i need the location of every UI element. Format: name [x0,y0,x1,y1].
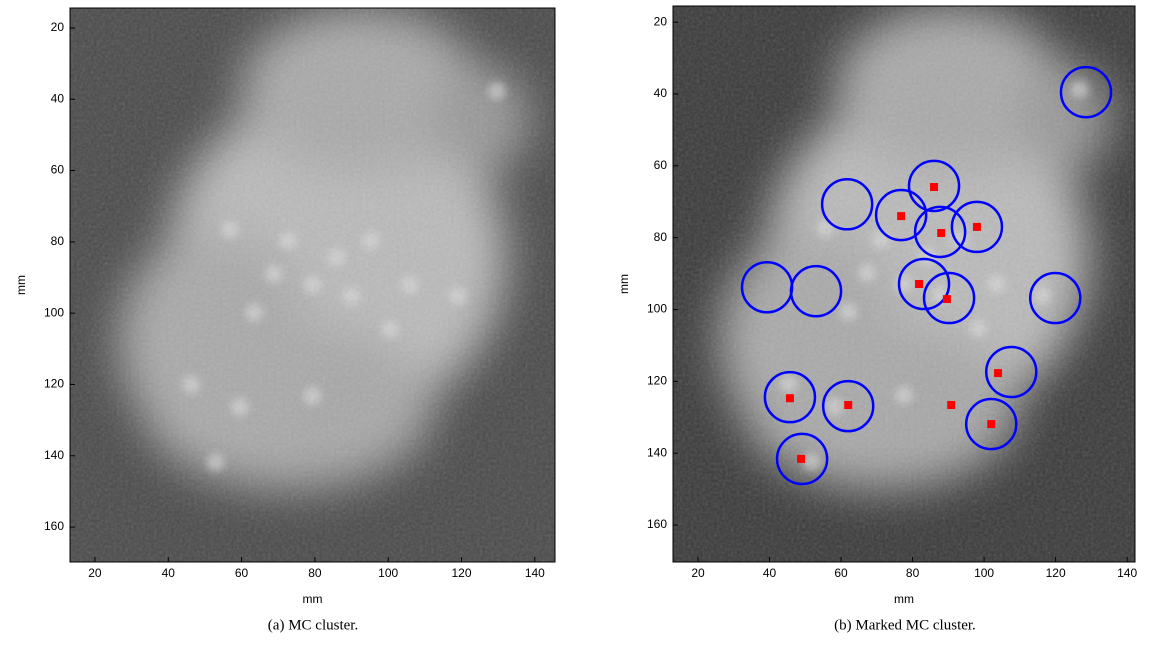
x-tick-label: 100 [378,566,398,580]
image-noise [673,6,1135,562]
circle-marker [821,379,875,433]
y-tick-label: 160 [44,519,64,533]
y-axis-label: mm [617,274,631,294]
x-tick-label: 120 [1046,566,1066,580]
point [942,295,951,304]
point [915,280,924,288]
point [785,394,794,403]
y-tick-label: 120 [647,374,667,388]
point [937,228,946,237]
x-axis-label: mm [894,592,914,606]
y-tick-label: 20 [654,14,668,28]
x-tick-label: 80 [308,566,322,580]
y-tick-label: 80 [654,230,668,244]
circle-marker [950,200,1004,254]
y-tick-label: 160 [647,517,667,531]
x-tick-label: 20 [88,566,102,580]
caption: (a) MC cluster. [268,617,358,633]
image [70,8,555,562]
circle-marker [874,188,928,242]
y-tick-label: 140 [44,448,64,462]
y-tick-label: 40 [654,86,668,100]
x-tick-label: 60 [834,566,848,580]
circle-marker [1028,271,1082,325]
circle-marker [964,397,1018,451]
circle-marker [820,177,874,231]
circle-marker [1059,65,1113,119]
circle-marker [907,159,961,213]
image-noise [70,8,555,562]
circle-marker [763,370,817,424]
image [673,6,1135,562]
point [930,183,939,192]
y-tick-label: 100 [44,305,64,319]
y-tick-label: 100 [647,302,667,316]
circle-marker [913,205,967,259]
y-tick-label: 120 [44,377,64,391]
x-tick-label: 120 [452,566,472,580]
plot-frame [672,5,1136,563]
point [994,369,1003,378]
point [947,401,956,410]
circle-marker [775,432,829,486]
circle-marker [984,345,1038,399]
x-tick-label: 140 [525,566,545,580]
circle-marker [922,271,976,325]
x-tick-label: 140 [1117,566,1137,580]
x-axis-label: mm [303,592,323,606]
x-tick-label: 80 [906,566,920,580]
circle-marker [789,264,843,318]
y-axis-label: mm [14,275,28,295]
y-tick-label: 80 [51,234,65,248]
x-tick-label: 20 [691,566,705,580]
point [844,401,853,410]
x-tick-label: 40 [763,566,777,580]
y-tick-label: 60 [654,158,668,172]
panel: 20 40 60 80 100 120 140 20 40 60 80 100 120 140 160 mm m… [14,7,556,633]
y-tick-label: 20 [51,20,65,34]
circle-marker [897,257,951,311]
point [987,420,996,429]
y-tick-label: 40 [51,91,65,105]
caption: (b) Marked MC cluster. [834,617,976,633]
point [797,454,806,463]
y-tick-label: 140 [647,445,667,459]
panel: 20 40 60 80 100 120 140 20 40 60 80 100 120 140 160 mm m… [617,5,1137,633]
x-tick-label: 60 [235,566,249,580]
x-tick-label: 100 [974,566,994,580]
point [972,222,981,231]
x-tick-label: 40 [162,566,176,580]
y-tick-label: 60 [51,163,65,177]
plot-frame [69,7,556,563]
point [897,212,906,221]
